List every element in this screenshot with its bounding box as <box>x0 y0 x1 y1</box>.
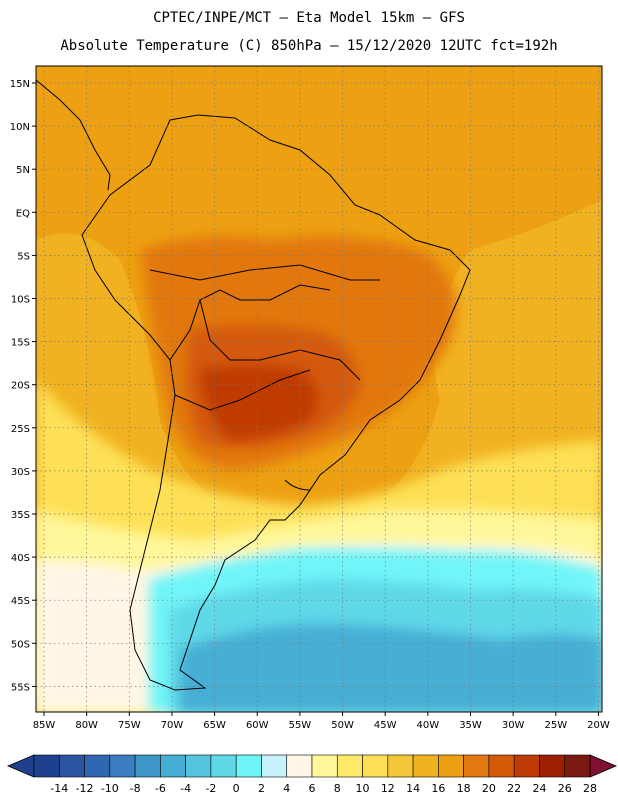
lon-label: 30W <box>502 720 525 731</box>
colorbar-label: 22 <box>507 782 521 795</box>
lat-label: 40S <box>11 553 30 564</box>
colorbar-swatch <box>311 754 338 778</box>
lon-label: 25W <box>544 720 567 731</box>
longitude-axis: 85W 80W 75W 70W 65W 60W 55W 50W 45W 40W 35W 30W 25W 2… <box>33 712 610 731</box>
colorbar-swatch <box>362 754 389 778</box>
colorbar-label: -10 <box>101 782 119 795</box>
colorbar-swatch <box>336 754 363 778</box>
colorbar-swatch <box>286 754 313 778</box>
lat-label: 15S <box>11 338 30 349</box>
colorbar-label: 28 <box>583 782 597 795</box>
lat-label: 20S <box>11 381 30 392</box>
colorbar-swatch <box>513 754 540 778</box>
lat-label: 35S <box>11 510 30 521</box>
inland-border-2 <box>199 299 361 381</box>
lon-label: 70W <box>161 720 184 731</box>
lon-label: 85W <box>33 720 56 731</box>
title-line-1: CPTEC/INPE/MCT – Eta Model 15km – GFS <box>153 10 465 26</box>
map-frame <box>35 65 603 713</box>
colorbar-label: 26 <box>558 782 572 795</box>
temperature-colorbar: -14 -12 -10 -8 -6 -4 -2 0 2 4 6 8 10 12 14 16 18 20 22 24 26… <box>6 754 618 795</box>
lon-label: 75W <box>118 720 141 731</box>
plata-estuary <box>284 479 311 491</box>
latitude-axis: 15N 10N 5N EQ 5S 10S 15S 20S 25S 30S 35S 40S 45S 50S 5… <box>10 79 36 693</box>
colorbar-label: 8 <box>334 782 341 795</box>
lon-label: 80W <box>75 720 98 731</box>
colorbar-label: 12 <box>381 782 395 795</box>
colorbar-swatch <box>235 754 262 778</box>
colorbar-under-triangle <box>6 754 35 778</box>
inland-border-1 <box>149 264 380 281</box>
colorbar-over-triangle <box>589 754 618 778</box>
lon-label: 60W <box>246 720 269 731</box>
lat-label: 10N <box>10 122 30 133</box>
colorbar-label: 24 <box>532 782 546 795</box>
lon-label: 65W <box>203 720 226 731</box>
colorbar-swatch <box>564 754 591 778</box>
lat-label: 50S <box>11 639 30 650</box>
lat-label: 25S <box>11 424 30 435</box>
lat-label: 15N <box>10 79 30 90</box>
andes-border <box>169 284 331 361</box>
lon-label: 45W <box>374 720 397 731</box>
lat-label: 30S <box>11 467 30 478</box>
colorbar-label: -8 <box>130 782 141 795</box>
colorbar-label: 20 <box>482 782 496 795</box>
colorbar-label: -6 <box>155 782 166 795</box>
coastline <box>36 79 471 691</box>
lon-label: 40W <box>417 720 440 731</box>
colorbar-swatch <box>539 754 566 778</box>
title-line-2: Absolute Temperature (C) 850hPa – 15/12/… <box>60 38 557 54</box>
south-america-outline <box>81 114 471 691</box>
colorbar-swatch <box>33 754 60 778</box>
colorbar-label: -4 <box>180 782 191 795</box>
colorbar-label: 18 <box>457 782 471 795</box>
lat-label: EQ <box>16 208 30 219</box>
colorbar-label: 6 <box>309 782 316 795</box>
colorbar-label: 14 <box>406 782 420 795</box>
colorbar-label: 16 <box>431 782 445 795</box>
central-america-outline <box>36 79 111 191</box>
lon-label: 50W <box>331 720 354 731</box>
colorbar-swatch <box>134 754 161 778</box>
colorbar-swatch <box>58 754 85 778</box>
colorbar-swatch <box>261 754 288 778</box>
colorbar-swatch <box>412 754 439 778</box>
colorbar-swatch <box>84 754 111 778</box>
lon-label: 55W <box>289 720 312 731</box>
field-cold-deep <box>180 624 602 712</box>
lon-label: 35W <box>459 720 482 731</box>
colorbar-label: 0 <box>233 782 240 795</box>
colorbar-swatch <box>160 754 186 778</box>
colorbar-label: 4 <box>283 782 290 795</box>
colorbar-swatch <box>185 754 212 778</box>
lat-label: 45S <box>11 596 30 607</box>
colorbar-label: -2 <box>205 782 216 795</box>
colorbar-swatch <box>488 754 515 778</box>
lat-label: 5S <box>17 251 30 262</box>
colorbar-label: 2 <box>258 782 265 795</box>
lat-label: 5N <box>16 165 30 176</box>
field-land-hotter <box>200 365 318 440</box>
colorbar-swatch <box>463 754 490 778</box>
colorbar-swatch <box>438 754 464 778</box>
bolivia-border <box>174 369 311 411</box>
colorbar-label: -12 <box>76 782 94 795</box>
colorbar-swatch <box>387 754 414 778</box>
lon-label: 20W <box>587 720 610 731</box>
colorbar-label: -14 <box>50 782 68 795</box>
colorbar-swatch <box>109 754 136 778</box>
lat-label: 55S <box>11 682 30 693</box>
lat-label: 10S <box>11 295 30 306</box>
temperature-field <box>36 66 602 712</box>
colorbar-swatch <box>210 754 237 778</box>
colorbar-label: 10 <box>356 782 370 795</box>
